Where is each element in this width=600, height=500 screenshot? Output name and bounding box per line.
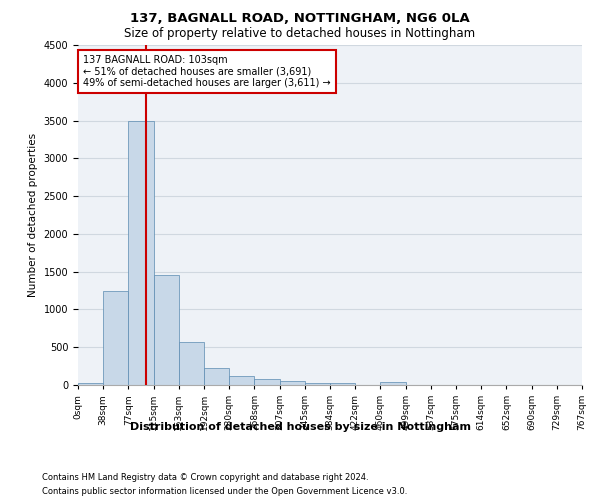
Bar <box>380 382 406 385</box>
Bar <box>204 368 229 385</box>
Text: 137, BAGNALL ROAD, NOTTINGHAM, NG6 0LA: 137, BAGNALL ROAD, NOTTINGHAM, NG6 0LA <box>130 12 470 26</box>
Bar <box>78 383 103 385</box>
Bar <box>103 290 128 385</box>
Bar <box>280 381 305 385</box>
Y-axis label: Number of detached properties: Number of detached properties <box>28 133 38 297</box>
Bar <box>305 382 330 385</box>
Text: Contains public sector information licensed under the Open Government Licence v3: Contains public sector information licen… <box>42 488 407 496</box>
Bar <box>154 276 179 385</box>
Text: Distribution of detached houses by size in Nottingham: Distribution of detached houses by size … <box>130 422 470 432</box>
Bar <box>330 382 355 385</box>
Text: Contains HM Land Registry data © Crown copyright and database right 2024.: Contains HM Land Registry data © Crown c… <box>42 472 368 482</box>
Text: Size of property relative to detached houses in Nottingham: Size of property relative to detached ho… <box>124 28 476 40</box>
Bar <box>254 379 280 385</box>
Text: 137 BAGNALL ROAD: 103sqm
← 51% of detached houses are smaller (3,691)
49% of sem: 137 BAGNALL ROAD: 103sqm ← 51% of detach… <box>83 55 331 88</box>
Bar <box>128 120 154 385</box>
Bar <box>179 342 204 385</box>
Bar <box>229 376 254 385</box>
